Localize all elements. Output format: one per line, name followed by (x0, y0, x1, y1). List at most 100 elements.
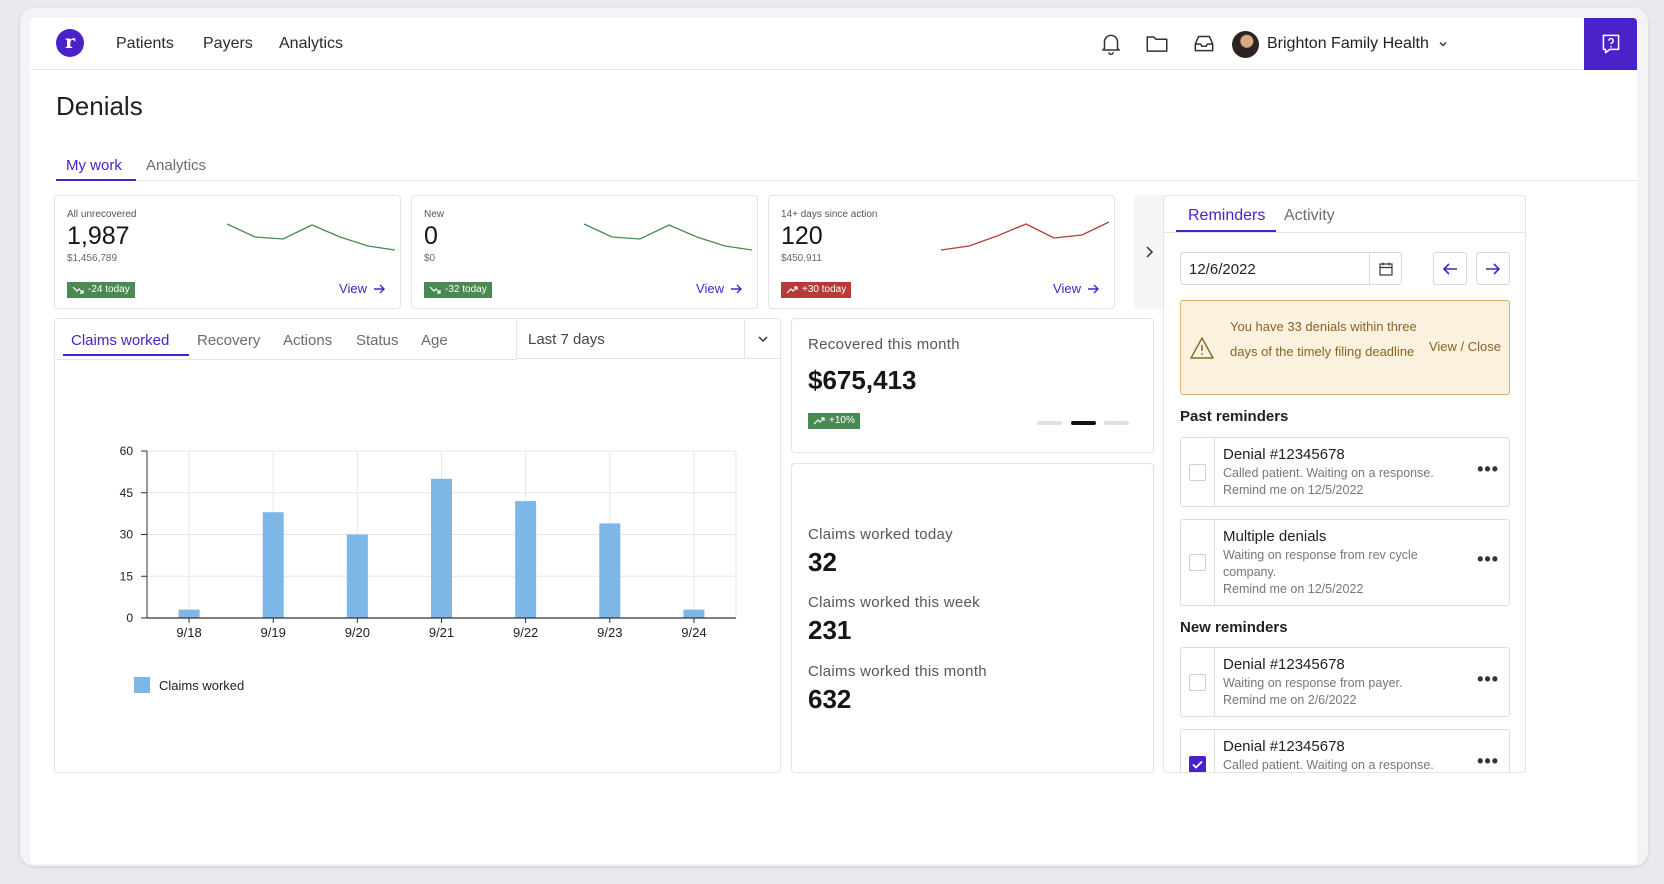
trend-up-icon (813, 417, 825, 425)
past-reminders-heading: Past reminders (1180, 408, 1289, 425)
date-range-select[interactable]: Last 7 days (516, 319, 782, 359)
stat-amount: $450,911 (781, 253, 822, 264)
active-tab-indicator (63, 354, 189, 356)
nav-link-payers[interactable]: Payers (203, 35, 253, 52)
reminder-title: Multiple denials (1223, 528, 1327, 545)
stat-label: 14+ days since action (781, 209, 878, 220)
alert-view-close-link[interactable]: View / Close (1428, 339, 1501, 354)
claims-chart-panel: Claims worked Recovery Actions Status Ag… (54, 318, 782, 773)
folder-icon[interactable] (1144, 30, 1170, 56)
reminder-checkbox[interactable] (1189, 554, 1206, 571)
tab-analytics[interactable]: Analytics (146, 157, 207, 174)
trend-up-icon (786, 286, 798, 294)
reminder-date: Remind me on 12/5/2022 (1223, 483, 1364, 497)
more-options-icon[interactable]: ••• (1477, 549, 1499, 569)
tab-actions[interactable]: Actions (283, 332, 333, 349)
calendar-icon[interactable] (1378, 261, 1394, 277)
avatar (1232, 30, 1259, 58)
reminder-title: Denial #12345678 (1223, 656, 1345, 673)
top-nav: r Patients Payers Analytics Brighton Fam… (30, 18, 1637, 70)
view-link[interactable]: View (339, 281, 386, 296)
x-tick-label: 9/24 (681, 625, 706, 640)
bar-9-18 (178, 609, 200, 618)
tab-activity[interactable]: Activity (1284, 207, 1335, 224)
nav-link-analytics[interactable]: Analytics (279, 35, 344, 52)
reminder-note: Called patient. Waiting on a response. (1223, 466, 1434, 480)
more-options-icon[interactable]: ••• (1477, 751, 1499, 771)
x-tick-label: 9/18 (176, 625, 201, 640)
x-tick-label: 9/22 (513, 625, 538, 640)
reminder-checkbox[interactable] (1189, 464, 1206, 481)
org-name: Brighton Family Health (1267, 35, 1429, 52)
bar-9-23 (599, 523, 621, 618)
tab-claims-worked[interactable]: Claims worked (71, 332, 170, 349)
reminder-title: Denial #12345678 (1223, 738, 1345, 755)
prev-date-button[interactable] (1433, 252, 1467, 285)
sparkline (941, 221, 1109, 251)
trend-down-icon (429, 286, 441, 294)
help-button[interactable] (1584, 18, 1637, 70)
recovered-card: Recovered this month $675,413 +10% (791, 318, 1154, 453)
reminders-panel: Reminders Activity 12/6/2022 You have 33… (1163, 195, 1526, 773)
bar-9-19 (262, 512, 284, 618)
next-date-button[interactable] (1476, 252, 1510, 285)
recovered-value: $675,413 (808, 365, 917, 395)
new-reminders-heading: New reminders (1180, 619, 1288, 636)
tab-recovery[interactable]: Recovery (197, 332, 261, 349)
stats-next-button[interactable] (1134, 195, 1164, 309)
page-title: Denials (56, 91, 143, 121)
stat-card-unrecovered: All unrecovered 1,987 $1,456,789 -24 tod… (54, 195, 401, 309)
reminder-date: Remind me on 2/6/2022 (1223, 693, 1357, 707)
stat-value: 1,987 (67, 222, 130, 250)
active-tab-indicator (1176, 230, 1276, 232)
view-link[interactable]: View (696, 281, 743, 296)
bar-9-20 (346, 534, 368, 618)
stat-card-stale: 14+ days since action 120 $450,911 +30 t… (768, 195, 1115, 309)
app-window: r Patients Payers Analytics Brighton Fam… (30, 18, 1637, 864)
nav-link-patients[interactable]: Patients (116, 35, 174, 52)
tab-reminders[interactable]: Reminders (1188, 207, 1266, 224)
brand-logo[interactable]: r (56, 29, 84, 57)
y-tick-label: 0 (126, 611, 133, 625)
metric-label: Claims worked today (808, 526, 953, 543)
arrow-left-icon (1442, 263, 1457, 275)
chevron-right-icon (1146, 246, 1154, 258)
reminder-note: Waiting on response from rev cycle compa… (1223, 548, 1418, 579)
inbox-icon[interactable] (1191, 30, 1217, 56)
warning-icon (1190, 337, 1214, 359)
chevron-down-icon (758, 336, 768, 343)
claims-metrics-card: Claims worked today 32 Claims worked thi… (791, 463, 1154, 773)
reminder-card[interactable]: Denial #12345678 Waiting on response fro… (1180, 647, 1510, 717)
page-tabs: My work Analytics (56, 149, 1637, 181)
reminder-date-input[interactable]: 12/6/2022 (1180, 252, 1402, 285)
deadline-alert: You have 33 denials within three days of… (1180, 300, 1510, 395)
arrow-right-icon (1486, 263, 1501, 275)
view-link[interactable]: View (1053, 281, 1100, 296)
carousel-dot[interactable] (1104, 421, 1129, 425)
metric-value: 632 (808, 684, 852, 714)
reminder-checkbox[interactable] (1189, 674, 1206, 691)
tab-age[interactable]: Age (421, 332, 448, 349)
reminder-card[interactable]: Multiple denials Waiting on response fro… (1180, 519, 1510, 606)
carousel-dot-active[interactable] (1071, 421, 1096, 425)
legend-swatch (134, 677, 150, 693)
reminder-card[interactable]: Denial #12345678 Called patient. Waiting… (1180, 437, 1510, 507)
stat-amount: $0 (424, 253, 436, 264)
carousel-dot[interactable] (1037, 421, 1062, 425)
y-tick-label: 30 (120, 528, 134, 542)
tab-my-work[interactable]: My work (66, 157, 122, 174)
metric-value: 231 (808, 615, 852, 645)
tab-status[interactable]: Status (356, 332, 399, 349)
stat-label: All unrecovered (67, 209, 137, 220)
reminder-note: Called patient. Waiting on a response. (1223, 758, 1434, 772)
reminder-checkbox-checked[interactable] (1189, 756, 1206, 772)
arrow-right-icon (1088, 284, 1099, 293)
divider (744, 319, 745, 359)
more-options-icon[interactable]: ••• (1477, 669, 1499, 689)
org-switcher[interactable]: Brighton Family Health (1232, 30, 1449, 58)
y-tick-label: 15 (120, 569, 134, 583)
reminder-card[interactable]: Denial #12345678 Called patient. Waiting… (1180, 729, 1510, 772)
more-options-icon[interactable]: ••• (1477, 459, 1499, 479)
bell-icon[interactable] (1098, 30, 1124, 56)
metric-label: Claims worked this month (808, 663, 987, 680)
